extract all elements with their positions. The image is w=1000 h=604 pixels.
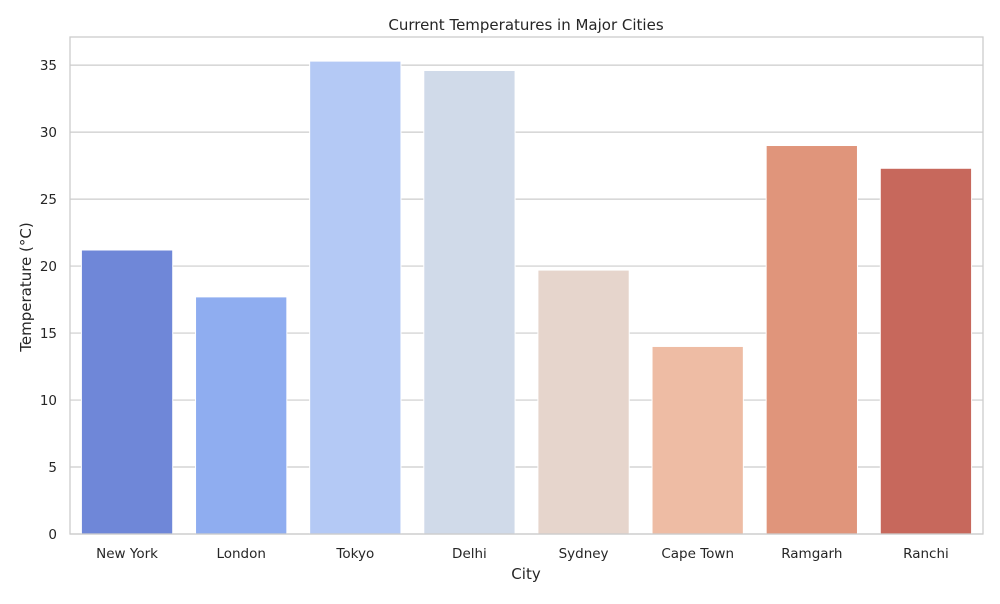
y-tick-label: 20 xyxy=(40,259,57,275)
bar-ranchi xyxy=(879,167,973,535)
y-axis-ticks: 0 5 10 15 20 25 30 35 xyxy=(40,58,57,543)
x-tick-label: Ramgarh xyxy=(781,546,842,562)
x-tick-label: Cape Town xyxy=(661,546,734,562)
x-tick-label: London xyxy=(216,546,266,562)
y-tick-label: 30 xyxy=(40,125,57,141)
x-tick-label: Sydney xyxy=(559,546,609,562)
plot-frame xyxy=(69,36,984,535)
x-tick-label: Ranchi xyxy=(903,546,949,562)
bar-delhi xyxy=(423,69,516,535)
bar-ramgarh xyxy=(765,145,858,535)
y-tick-label: 10 xyxy=(40,393,57,409)
y-tick-label: 0 xyxy=(48,527,57,543)
x-tick-label: Tokyo xyxy=(335,546,374,562)
bar-tokyo xyxy=(309,60,402,535)
x-axis-ticks: New York London Tokyo Delhi Sydney Cape Town R… xyxy=(96,546,949,562)
x-tick-label: Delhi xyxy=(452,546,487,562)
bar-sydney xyxy=(537,269,630,535)
x-tick-label: New York xyxy=(96,546,158,562)
x-axis-label: City xyxy=(511,565,541,583)
y-tick-label: 15 xyxy=(40,326,57,342)
y-tick-label: 35 xyxy=(40,58,57,74)
bars xyxy=(80,60,973,535)
y-tick-label: 5 xyxy=(48,460,57,476)
bar-london xyxy=(195,296,288,535)
y-axis-label: Temperature (°C) xyxy=(17,222,35,352)
y-tick-label: 25 xyxy=(40,192,57,208)
bar-new-york xyxy=(80,249,174,535)
chart-title: Current Temperatures in Major Cities xyxy=(388,16,663,34)
bar-cape-town xyxy=(651,345,744,535)
